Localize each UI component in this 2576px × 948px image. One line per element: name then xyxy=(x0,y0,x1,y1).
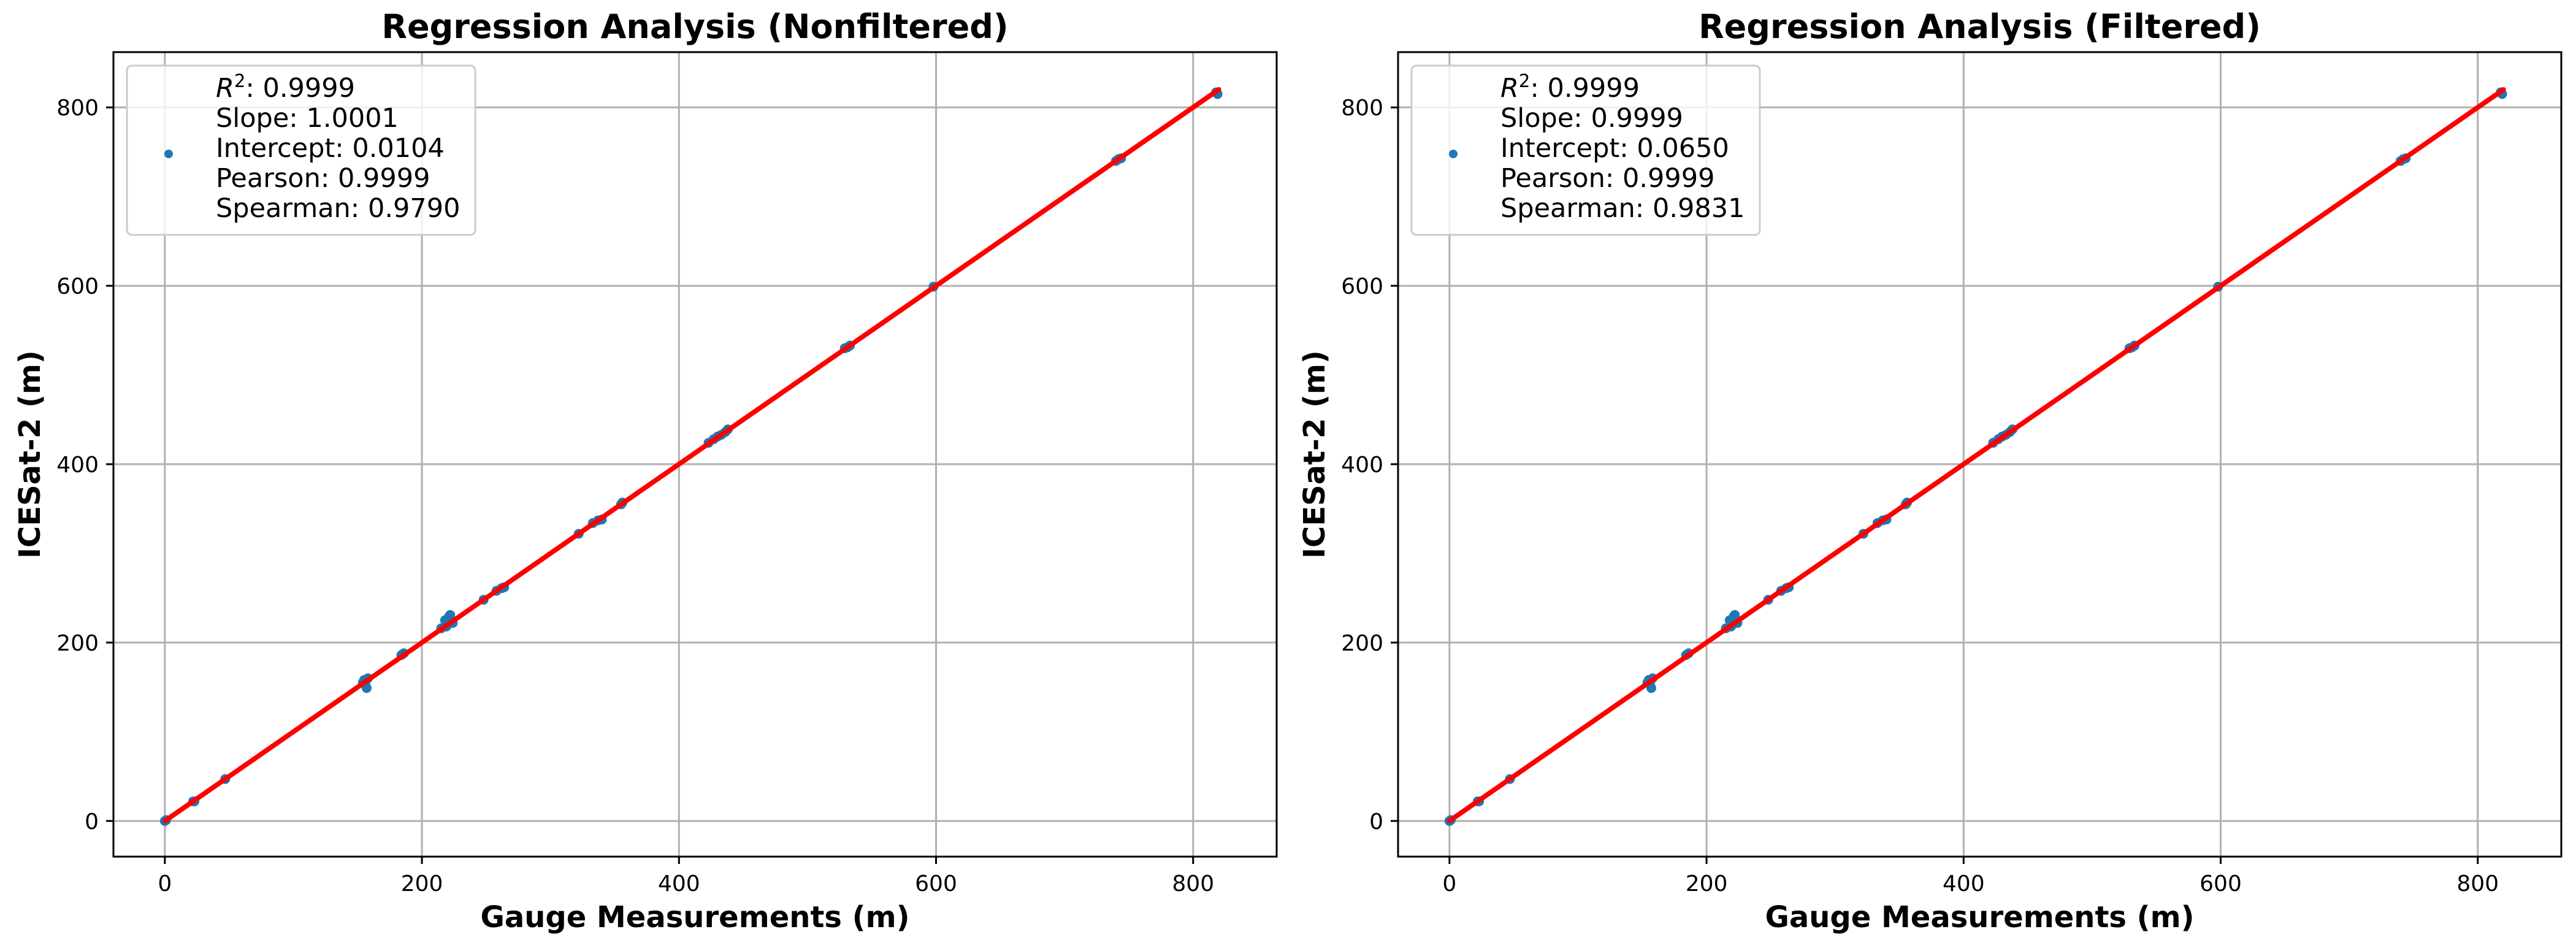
chart-title: Regression Analysis (Filtered) xyxy=(1699,7,2261,46)
chart-title: Regression Analysis (Nonfiltered) xyxy=(381,7,1008,46)
legend-r2-value: : 0.9999 xyxy=(1530,73,1640,104)
legend-r2-value: : 0.9999 xyxy=(245,73,355,104)
x-axis-label: Gauge Measurements (m) xyxy=(480,900,909,935)
legend-r2-superscript: 2 xyxy=(234,71,245,91)
legend-line: Spearman: 0.9831 xyxy=(1500,193,1745,224)
x-tick-label: 800 xyxy=(1172,871,1214,896)
legend-r2-symbol: R xyxy=(1500,73,1519,104)
chart-panel-2: 0 200 400 600 800 0 200 400 600 800 Regression Ana… xyxy=(1298,7,2563,935)
y-tick-label: 0 xyxy=(85,809,99,835)
x-tick-label: 0 xyxy=(158,871,172,896)
legend-r2-symbol: R xyxy=(216,73,234,104)
y-tick-label: 200 xyxy=(1341,631,1383,656)
axes-frame xyxy=(1397,51,2563,858)
x-tick-label: 200 xyxy=(1686,871,1728,896)
x-tick-label: 400 xyxy=(1943,871,1985,896)
legend-line: Intercept: 0.0650 xyxy=(1500,133,1729,164)
y-tick-label: 600 xyxy=(56,274,99,299)
regression-line xyxy=(162,86,1221,824)
legend-r2: R2: 0.9999 xyxy=(216,71,355,104)
regression-line xyxy=(1447,87,2506,824)
legend-r2: R2: 0.9999 xyxy=(1500,71,1640,104)
legend-box xyxy=(126,64,476,236)
legend-box xyxy=(1410,64,1761,236)
x-tick-label: 0 xyxy=(1442,871,1456,896)
legend-line: Intercept: 0.0104 xyxy=(216,133,445,164)
x-tick-label: 600 xyxy=(2200,871,2242,896)
legend-line: Pearson: 0.9999 xyxy=(1500,163,1714,194)
legend-marker xyxy=(1449,150,1458,158)
y-tick-label: 0 xyxy=(1369,809,1383,835)
y-axis-label: ICESat-2 (m) xyxy=(13,350,47,559)
y-axis-label: ICESat-2 (m) xyxy=(1298,350,1332,559)
legend-line: Spearman: 0.9790 xyxy=(216,193,460,224)
legend-marker xyxy=(164,150,173,158)
x-axis-label: Gauge Measurements (m) xyxy=(1765,900,2194,935)
chart-panel-1: 0 200 400 600 800 0 200 400 600 800 Regression Ana… xyxy=(13,7,1278,935)
axes-frame xyxy=(112,51,1278,858)
x-tick-label: 800 xyxy=(2456,871,2499,896)
x-tick-label: 200 xyxy=(401,871,443,896)
legend-line: Pearson: 0.9999 xyxy=(216,163,430,194)
y-tick-label: 800 xyxy=(1341,96,1383,121)
y-tick-label: 400 xyxy=(56,453,99,478)
legend-line: Slope: 1.0001 xyxy=(216,103,399,134)
y-tick-label: 800 xyxy=(56,96,99,121)
y-tick-label: 200 xyxy=(56,631,99,656)
y-tick-label: 600 xyxy=(1341,274,1383,299)
y-tick-label: 400 xyxy=(1341,453,1383,478)
x-tick-label: 600 xyxy=(915,871,957,896)
legend-line: Slope: 0.9999 xyxy=(1500,103,1683,134)
legend-r2-superscript: 2 xyxy=(1519,71,1530,91)
x-tick-label: 400 xyxy=(658,871,700,896)
